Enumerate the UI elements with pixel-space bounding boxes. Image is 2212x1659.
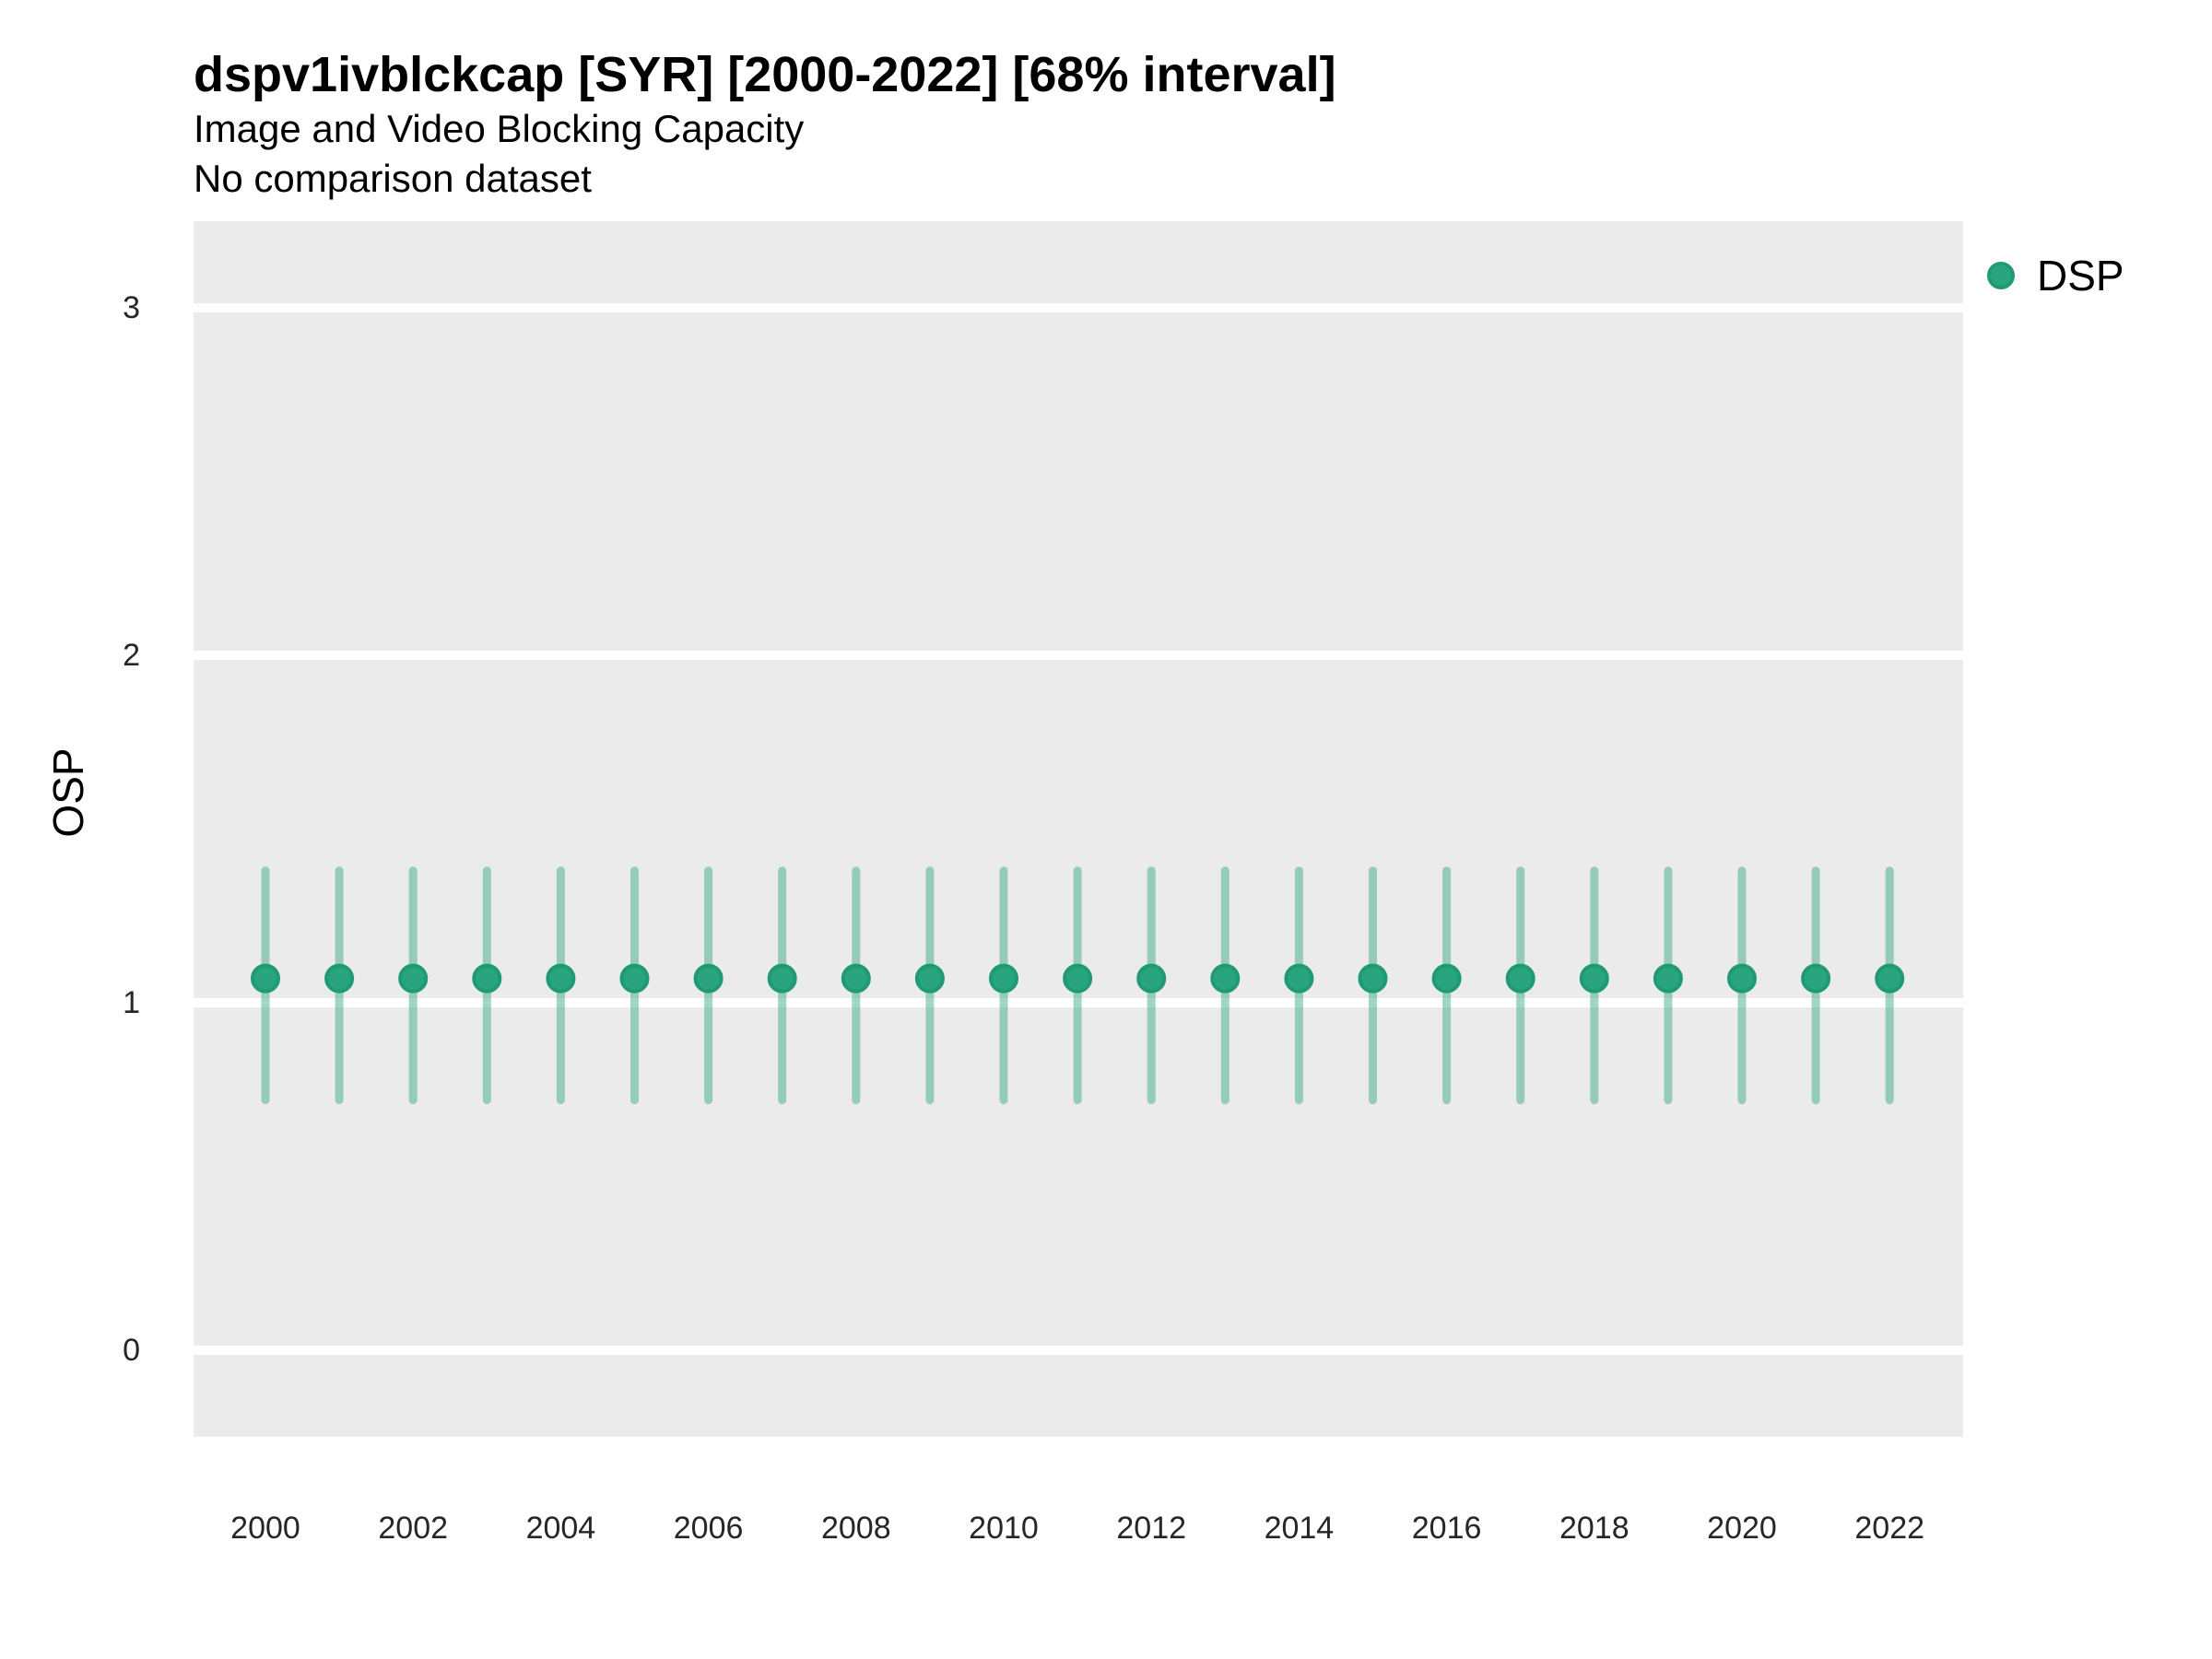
data-point: [1358, 963, 1388, 994]
data-point: [1136, 963, 1167, 994]
data-point: [398, 963, 429, 994]
y-tick-label: 3: [123, 290, 140, 325]
data-point: [546, 963, 576, 994]
data-point: [1727, 963, 1757, 994]
y-tick-label: 0: [123, 1333, 140, 1368]
chart-subtitle: Image and Video Blocking Capacity: [194, 107, 805, 150]
data-point: [1653, 963, 1683, 994]
data-point: [1579, 963, 1609, 994]
x-tick-label: 2004: [526, 1511, 596, 1546]
x-tick-label: 2022: [1854, 1511, 1924, 1546]
data-point: [619, 963, 650, 994]
x-tick-label: 2010: [969, 1511, 1039, 1546]
x-tick-label: 2006: [674, 1511, 744, 1546]
data-point: [251, 963, 280, 994]
x-tick-label: 2014: [1265, 1511, 1335, 1546]
data-point: [1284, 963, 1314, 994]
data-point: [989, 963, 1018, 994]
data-point: [1210, 963, 1241, 994]
x-tick-label: 2008: [821, 1511, 891, 1546]
x-tick-label: 2000: [230, 1511, 300, 1546]
data-point: [693, 963, 724, 994]
legend-label: DSP: [2037, 252, 2124, 300]
y-tick-label: 1: [123, 985, 140, 1020]
data-point: [1505, 963, 1535, 994]
x-tick-label: 2020: [1707, 1511, 1777, 1546]
x-tick-label: 2012: [1116, 1511, 1186, 1546]
data-point: [841, 963, 871, 994]
data-point: [324, 963, 355, 994]
chart-note: No comparison dataset: [194, 157, 592, 200]
legend: DSP: [1987, 251, 2124, 300]
data-point: [767, 963, 797, 994]
x-tick-label: 2002: [378, 1511, 448, 1546]
data-point: [1063, 963, 1093, 994]
legend-circle-icon: [1987, 262, 2015, 289]
plot-panel: [194, 221, 1963, 1437]
data-point: [1875, 963, 1905, 994]
data-point: [1431, 963, 1462, 994]
data-point: [472, 963, 502, 994]
data-point: [1801, 963, 1831, 994]
data-point: [914, 963, 945, 994]
x-tick-label: 2016: [1412, 1511, 1482, 1546]
y-tick-label: 2: [123, 638, 140, 673]
chart-title: dspv1ivblckcap [SYR] [2000-2022] [68% in…: [194, 47, 1336, 102]
x-tick-label: 2018: [1559, 1511, 1630, 1546]
